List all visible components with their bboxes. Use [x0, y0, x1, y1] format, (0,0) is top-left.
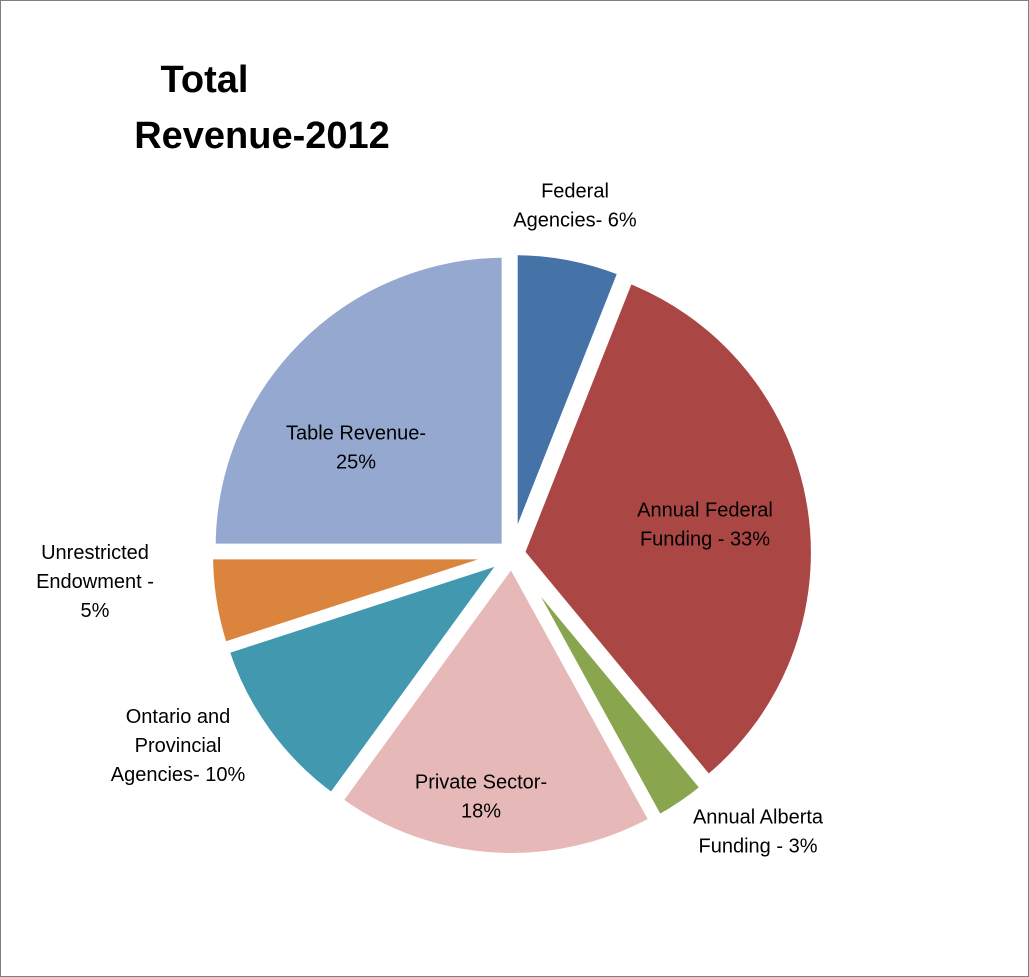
chart-title: Total Revenue-2012 — [92, 52, 432, 164]
data-label-line: Table Revenue- — [286, 423, 426, 445]
pie-slice-annual-federal-funding — [516, 274, 819, 785]
data-label-line: Agencies- 10% — [111, 764, 246, 786]
data-label-line: 5% — [81, 600, 110, 622]
data-label-line: Agencies- 6% — [513, 210, 637, 232]
data-label-federal-agencies: Federal Agencies- 6% — [513, 181, 637, 232]
data-label-annual-alberta-funding: Annual Alberta Funding - 3% — [693, 807, 824, 858]
pie-slice-table-revenue — [207, 249, 510, 552]
pie-slices — [205, 247, 819, 861]
data-label-line: Private Sector- — [415, 772, 547, 794]
pie-slice-federal-agencies — [509, 247, 628, 547]
data-label-line: Annual Alberta — [693, 807, 824, 829]
data-label-annual-federal-funding: Annual Federal Funding - 33% — [637, 500, 773, 551]
chart-title-line-1: Total — [160, 59, 249, 101]
data-label-line: 25% — [336, 452, 376, 474]
pie-slice-private-sector — [333, 555, 659, 861]
data-label-line: Ontario and — [126, 706, 231, 728]
data-label-line: Unrestricted — [41, 542, 149, 564]
data-label-line: Annual Federal — [637, 500, 773, 522]
data-label-private-sector: Private Sector- 18% — [415, 772, 547, 823]
data-label-line: Funding - 3% — [699, 836, 818, 858]
chart-title-line-2: Revenue-2012 — [134, 115, 390, 157]
pie-data-labels: Federal Agencies- 6% Annual Federal Funding… — [36, 181, 824, 858]
data-label-line: Funding - 33% — [640, 529, 770, 551]
data-label-line: 18% — [461, 801, 501, 823]
data-label-table-revenue: Table Revenue- 25% — [286, 423, 426, 474]
data-label-line: Federal — [541, 181, 609, 203]
data-label-unrestricted-endowment: Unrestricted Endowment - 5% — [36, 542, 154, 622]
pie-slice-annual-alberta-funding — [513, 558, 711, 825]
data-label-line: Endowment - — [36, 571, 154, 593]
data-label-ontario-and-provincial-agencies: Ontario and Provincial Agencies- 10% — [111, 706, 246, 786]
data-label-line: Provincial — [135, 735, 222, 757]
pie-slice-unrestricted-endowment — [205, 551, 505, 652]
pie-slice-ontario-and-provincial-agencies — [220, 551, 516, 803]
